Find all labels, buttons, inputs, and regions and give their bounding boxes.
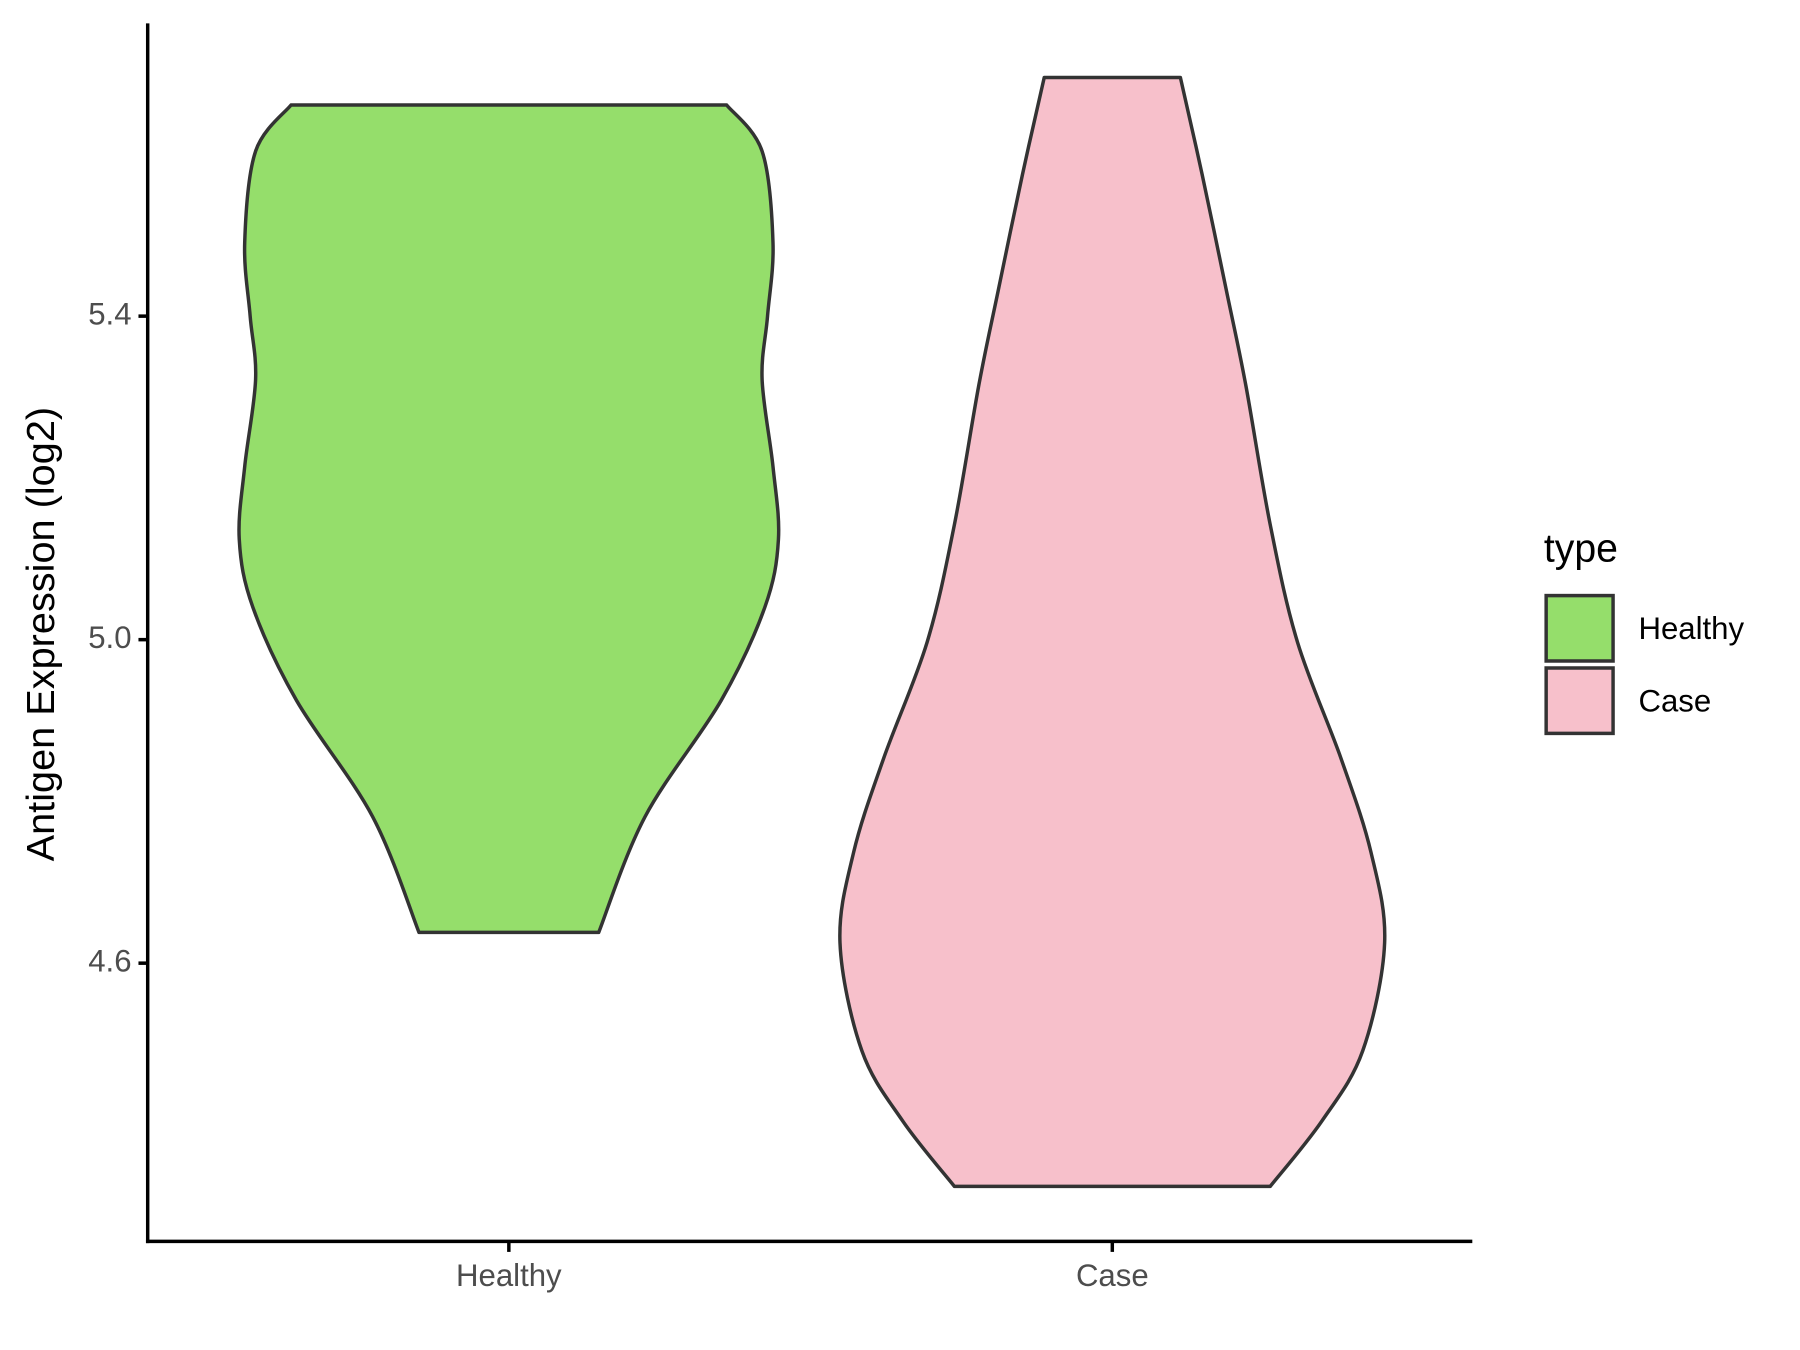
legend-title: type [1544,526,1618,570]
x-tick-label: Case [1076,1258,1149,1293]
legend-key [1544,666,1615,736]
y-tick-label: 5.0 [88,620,131,655]
legend-label: Healthy [1638,611,1744,646]
y-tick-label: 4.6 [88,943,131,978]
violin [237,103,781,935]
legend-label: Case [1638,683,1711,718]
x-tick-label: Healthy [456,1258,562,1293]
violin [838,75,1387,1189]
y-tick-label: 5.4 [88,296,131,331]
legend-key [1544,593,1615,663]
y-axis-title: Antigen Expression (log2) [19,407,63,861]
